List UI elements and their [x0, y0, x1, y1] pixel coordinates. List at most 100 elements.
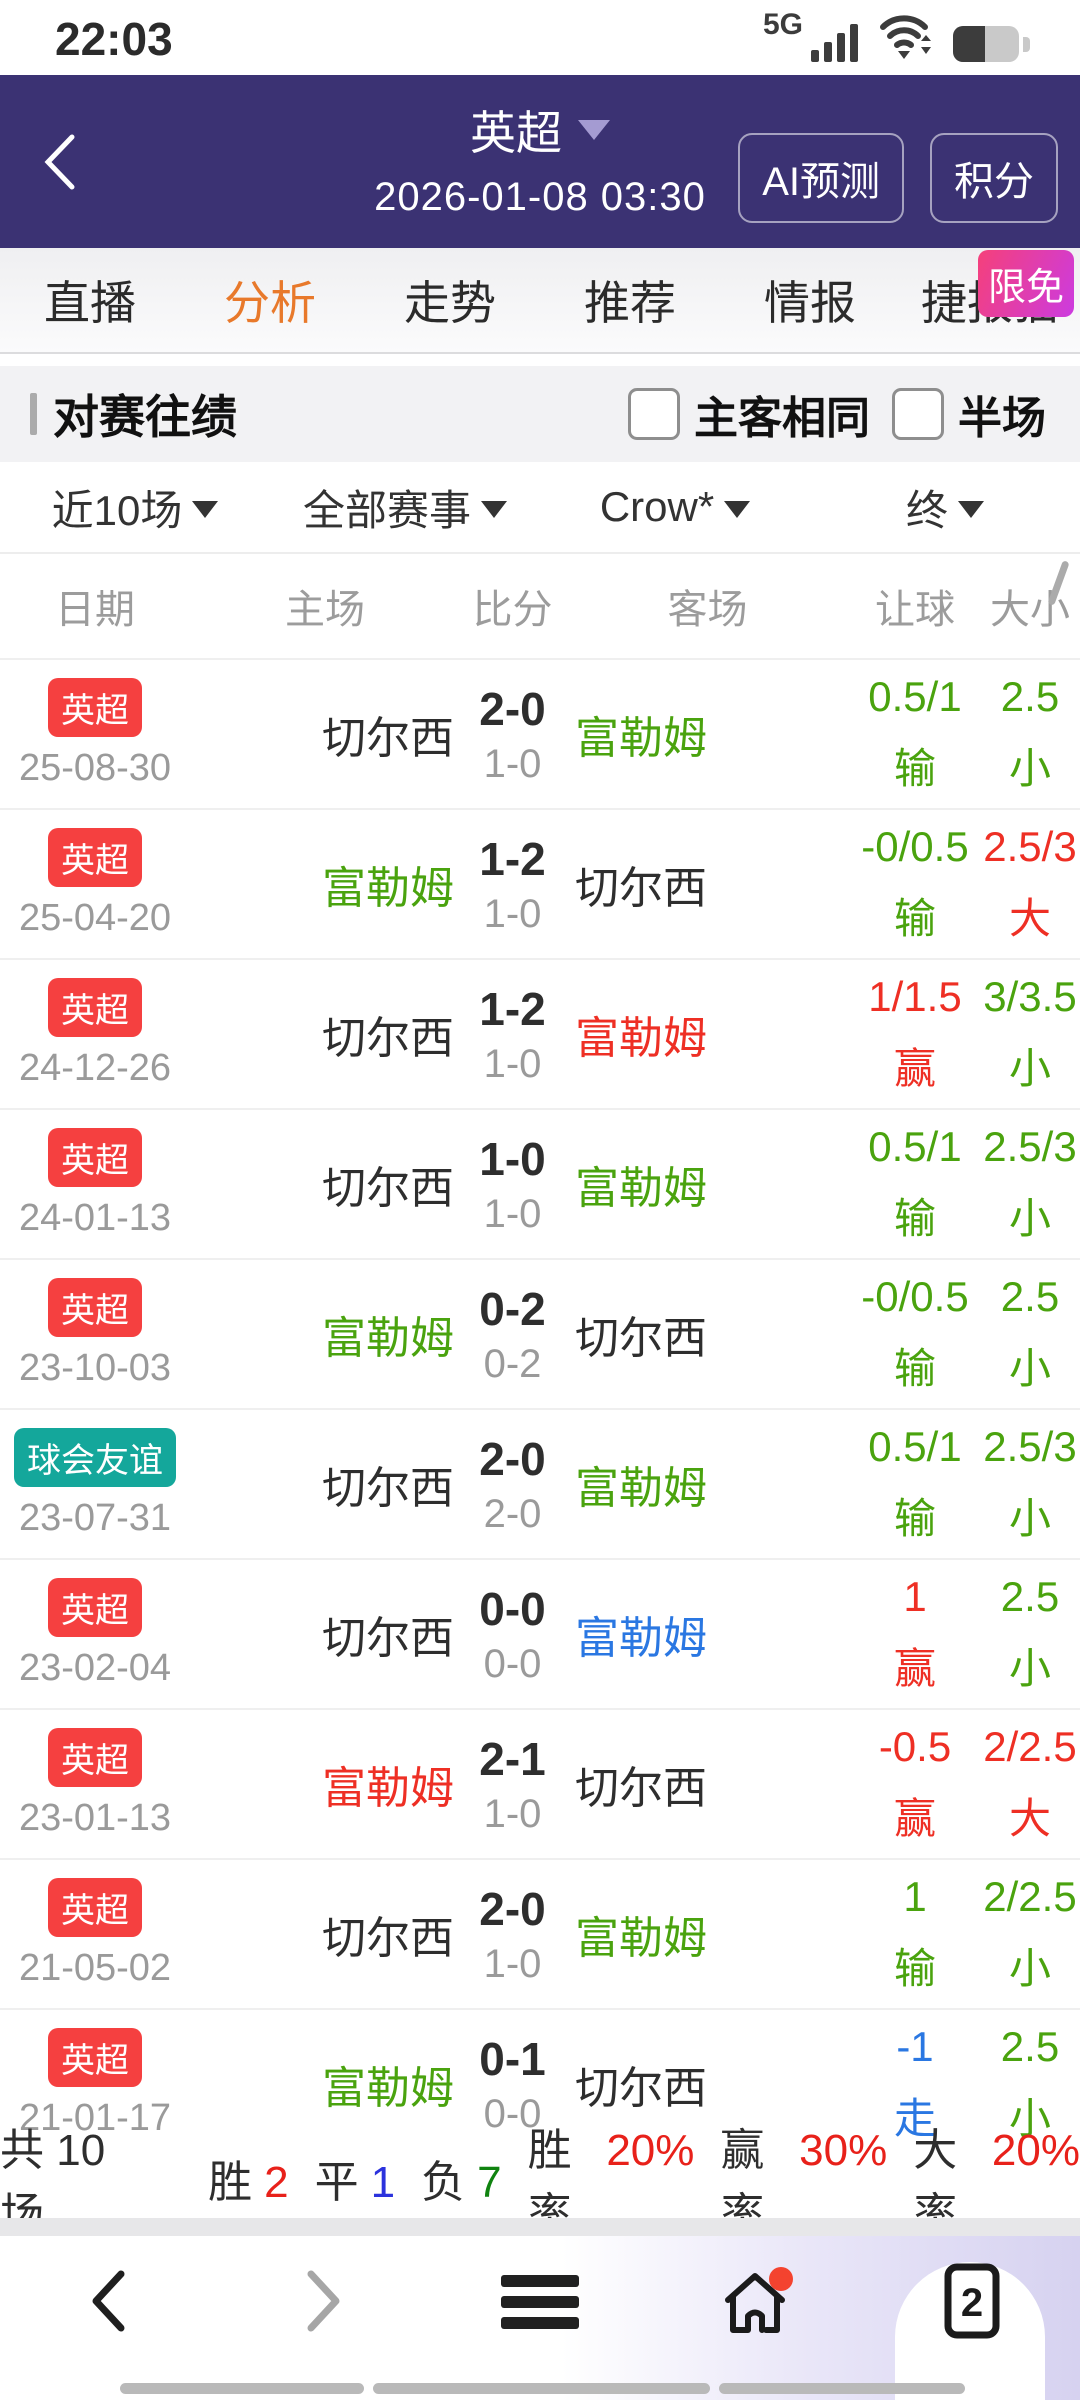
full-time-score: 0-1: [479, 2032, 546, 2085]
overunder-line: 2.5: [1000, 1272, 1060, 1320]
table-row[interactable]: 英超 24-01-13 切尔西 1-0 1-0 富勒姆 0.5/1 输 2.5/…: [0, 1108, 1080, 1258]
column-header: 日期: [55, 588, 135, 632]
handicap-result: 输: [893, 1194, 936, 1242]
standings-button[interactable]: 积分: [930, 133, 1058, 223]
divider: [0, 2218, 1080, 2236]
filter-label: Crow*: [599, 483, 715, 530]
notification-dot: [769, 2267, 793, 2291]
handicap-result: 输: [893, 894, 936, 942]
limited-free-badge: 限免: [977, 250, 1074, 317]
summary-value: 7: [477, 2158, 502, 2207]
tabs-icon[interactable]: 2: [940, 2262, 1004, 2340]
half-time-score: 2-0: [483, 1491, 542, 1536]
league-badge: 英超: [48, 1578, 142, 1637]
filter-row: 近10场 全部赛事 Crow* 终: [0, 462, 1080, 554]
overunder-line: 2.5/3: [983, 822, 1077, 870]
table-row[interactable]: 英超 21-01-17 富勒姆 0-1 0-0 切尔西 -1 走 2.5 小: [0, 2008, 1080, 2158]
tab-分析[interactable]: 分析: [180, 248, 360, 352]
league-badge: 英超: [48, 1728, 142, 1787]
away-team: 富勒姆: [575, 1164, 707, 1213]
half-time-score: 1-0: [483, 741, 542, 786]
handicap-result: 赢: [893, 1044, 936, 1092]
home-team: 切尔西: [322, 1914, 454, 1963]
match-date: 23-02-04: [18, 1647, 172, 1689]
match-date: 25-08-30: [18, 747, 172, 789]
overunder-result: 小: [1008, 1344, 1051, 1392]
tab-直播[interactable]: 直播: [0, 248, 180, 352]
handicap-line: 0.5/1: [868, 1422, 962, 1470]
tab-推荐[interactable]: 推荐: [540, 248, 720, 352]
summary-value: 2: [264, 2158, 289, 2207]
overunder-line: 2/2.5: [983, 1722, 1077, 1770]
home-icon[interactable]: [718, 2266, 794, 2336]
filter-dropdown[interactable]: 近10场: [0, 462, 270, 552]
table-row[interactable]: 英超 25-04-20 富勒姆 1-2 1-0 切尔西 -0/0.5 输 2.5…: [0, 808, 1080, 958]
handicap-line: 0.5/1: [868, 672, 962, 720]
overunder-line: 2.5: [1000, 672, 1060, 720]
overunder-result: 大: [1008, 894, 1051, 942]
column-header: 主场: [285, 588, 365, 632]
tab-label: 分析: [224, 277, 316, 329]
tab-情报[interactable]: 情报: [720, 248, 900, 352]
tab-label: 推荐: [584, 277, 676, 329]
handicap-result: 走: [893, 2094, 936, 2142]
table-row[interactable]: 英超 23-02-04 切尔西 0-0 0-0 富勒姆 1 赢 2.5 小: [0, 1558, 1080, 1708]
summary-label: 胜: [208, 2158, 253, 2207]
full-time-score: 1-0: [479, 1132, 546, 1185]
signal-bars-icon: 5G: [763, 8, 861, 64]
ai-predict-button[interactable]: AI预测: [738, 133, 904, 223]
filter-dropdown[interactable]: Crow*: [540, 462, 810, 552]
table-header: 日期 主场 比分 客场 让球 大小: [0, 554, 1080, 658]
home-indicator: [120, 2383, 965, 2394]
handicap-line: 1: [903, 1872, 927, 1920]
tab-label: 直播: [44, 277, 136, 329]
home-team: 切尔西: [322, 1164, 454, 1213]
tab-label: 走势: [404, 277, 496, 329]
svg-text:2: 2: [961, 2281, 983, 2325]
away-team: 切尔西: [575, 2064, 707, 2113]
league-selector[interactable]: 英超: [470, 97, 610, 163]
section-title: 对赛往绩: [53, 391, 237, 443]
table-row[interactable]: 英超 23-01-13 富勒姆 2-1 1-0 切尔西 -0.5 赢 2/2.5…: [0, 1708, 1080, 1858]
full-time-score: 1-2: [479, 832, 546, 885]
table-row[interactable]: 球会友谊 23-07-31 切尔西 2-0 2-0 富勒姆 0.5/1 输 2.…: [0, 1408, 1080, 1558]
summary-label: 平: [314, 2158, 359, 2207]
full-time-score: 2-0: [479, 1882, 546, 1935]
app-header: 英超 2026-01-08 03:30 AI预测 积分: [0, 75, 1080, 248]
full-time-score: 2-0: [479, 682, 546, 735]
back-button[interactable]: [42, 133, 78, 191]
menu-icon[interactable]: [500, 2269, 580, 2333]
checkbox[interactable]: [892, 388, 944, 440]
filter-dropdown[interactable]: 终: [810, 462, 1080, 552]
forward-icon[interactable]: [304, 2269, 344, 2333]
column-header: 让球: [875, 588, 955, 632]
table-row[interactable]: 英超 23-10-03 富勒姆 0-2 0-2 切尔西 -0/0.5 输 2.5…: [0, 1258, 1080, 1408]
handicap-result: 输: [893, 1494, 936, 1542]
full-time-score: 0-2: [479, 1282, 546, 1335]
filter-dropdown[interactable]: 全部赛事: [270, 462, 540, 552]
handicap-result: 赢: [893, 1644, 936, 1692]
table-row[interactable]: 英超 25-08-30 切尔西 2-0 1-0 富勒姆 0.5/1 输 2.5 …: [0, 658, 1080, 808]
home-team: 富勒姆: [322, 2064, 454, 2113]
away-team: 富勒姆: [575, 1914, 707, 1963]
tab-走势[interactable]: 走势: [360, 248, 540, 352]
column-header: 比分: [472, 588, 553, 632]
checkbox[interactable]: [628, 388, 680, 440]
match-date: 24-12-26: [18, 1047, 172, 1089]
overunder-result: 小: [1008, 1194, 1051, 1242]
overunder-result: 小: [1008, 2094, 1051, 2142]
table-row[interactable]: 英超 21-05-02 切尔西 2-0 1-0 富勒姆 1 输 2/2.5 小: [0, 1858, 1080, 2008]
filter-label: 近10场: [51, 486, 183, 534]
handicap-result: 输: [893, 1944, 936, 1992]
away-team: 富勒姆: [575, 1614, 707, 1663]
handicap-line: -0.5: [878, 1722, 952, 1770]
table-row[interactable]: 英超 24-12-26 切尔西 1-2 1-0 富勒姆 1/1.5 赢 3/3.…: [0, 958, 1080, 1108]
half-time-score: 1-0: [483, 891, 542, 936]
back-icon[interactable]: [88, 2269, 128, 2333]
league-badge: 英超: [48, 828, 142, 887]
summary-value: 30%: [799, 2126, 888, 2175]
home-team: 切尔西: [322, 1464, 454, 1513]
handicap-result: 赢: [893, 1794, 936, 1842]
overunder-result: 小: [1008, 744, 1051, 792]
match-date: 23-07-31: [18, 1497, 172, 1539]
